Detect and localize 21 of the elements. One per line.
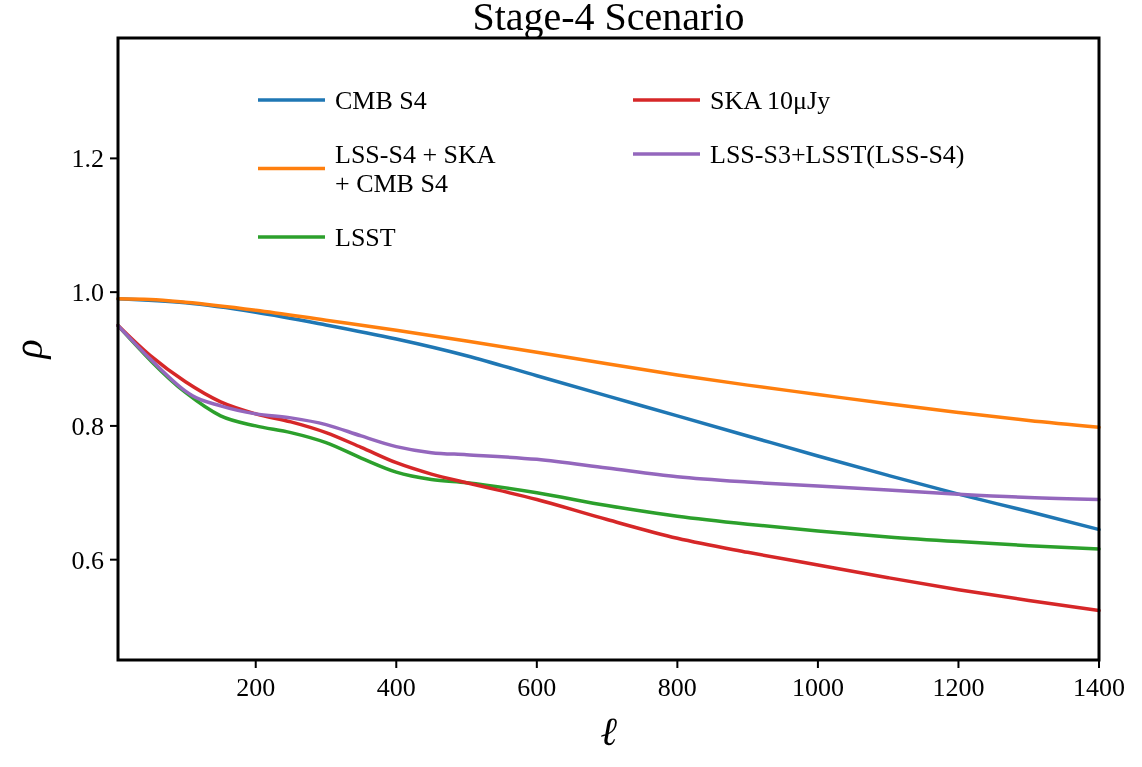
line-series <box>116 323 1101 502</box>
x-tick-label: 200 <box>236 673 276 702</box>
x-tick-label: 800 <box>657 673 697 702</box>
x-axis-title: ℓ <box>600 709 618 754</box>
legend-label: LSST <box>335 223 396 253</box>
x-tick-label: 1400 <box>1073 673 1125 702</box>
line-series <box>116 297 1101 429</box>
y-tick-label: 0.8 <box>71 412 104 442</box>
y-axis-title: ρ <box>6 339 51 361</box>
x-tick-label: 400 <box>376 673 416 702</box>
y-tick-label: 0.6 <box>71 545 104 575</box>
y-tick-label: 1.0 <box>71 278 104 308</box>
x-tick-label: 600 <box>517 673 557 702</box>
legend-label: LSS-S3+LSST(LSS-S4) <box>710 140 965 170</box>
x-tick-label: 1200 <box>932 673 985 702</box>
x-tick-label: 1000 <box>791 673 844 702</box>
legend-label: LSS-S4 + SKA + CMB S4 <box>335 140 496 199</box>
legend-label: SKA 10μJy <box>710 86 831 116</box>
y-tick-label: 1.2 <box>71 144 104 174</box>
legend-label: CMB S4 <box>335 86 427 116</box>
chart-title: Stage-4 Scenario <box>472 0 745 39</box>
